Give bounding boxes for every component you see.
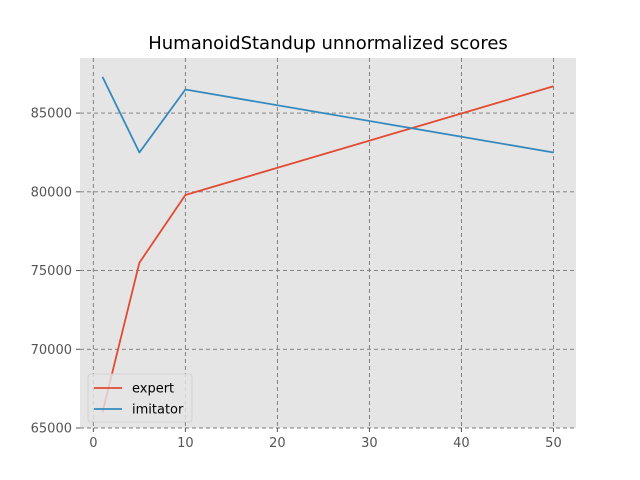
y-tick-label: 80000 bbox=[31, 185, 72, 200]
y-axis: 65000 70000 75000 80000 85000 bbox=[31, 107, 80, 437]
y-tick-label: 65000 bbox=[31, 422, 72, 437]
x-tick-label: 40 bbox=[453, 436, 470, 451]
x-tick-label: 30 bbox=[361, 436, 378, 451]
x-tick-label: 10 bbox=[177, 436, 194, 451]
series-line-imitator bbox=[101, 76, 554, 154]
legend-label-expert: expert bbox=[132, 382, 174, 397]
y-tick-label: 70000 bbox=[31, 343, 72, 358]
x-tick-label: 20 bbox=[269, 436, 286, 451]
x-tick-label: 0 bbox=[89, 436, 97, 451]
legend-box bbox=[87, 373, 193, 423]
legend-label-imitator: imitator bbox=[132, 403, 184, 418]
series-line-expert bbox=[101, 85, 554, 413]
x-axis: 0 10 20 30 40 50 bbox=[89, 428, 562, 451]
y-tick-label: 75000 bbox=[31, 264, 72, 279]
legend: expert imitator bbox=[87, 373, 193, 423]
x-tick-label: 50 bbox=[545, 436, 562, 451]
chart-title: HumanoidStandup unnormalized scores bbox=[148, 33, 508, 54]
y-tick-label: 85000 bbox=[31, 107, 72, 122]
